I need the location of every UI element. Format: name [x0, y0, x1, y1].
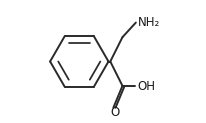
Text: NH₂: NH₂ [138, 16, 160, 29]
Text: OH: OH [137, 80, 155, 93]
Text: O: O [111, 106, 120, 119]
